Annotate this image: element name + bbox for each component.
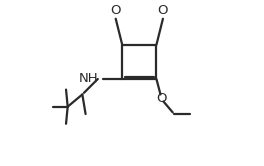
Text: O: O	[156, 92, 167, 105]
Text: O: O	[158, 4, 168, 17]
Text: NH: NH	[79, 73, 99, 85]
Text: O: O	[110, 4, 121, 17]
